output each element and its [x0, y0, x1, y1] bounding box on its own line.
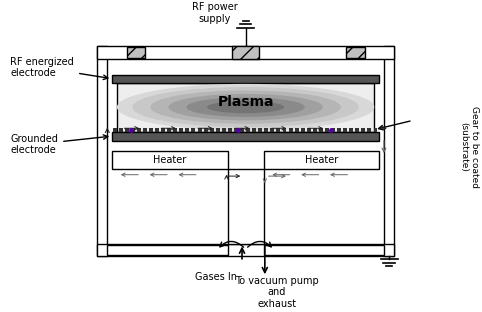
Bar: [343, 128, 347, 132]
Bar: [131, 128, 135, 132]
Bar: [97, 46, 107, 256]
Text: Plasma: Plasma: [217, 95, 274, 109]
Bar: [362, 128, 365, 132]
Bar: [384, 46, 394, 256]
Bar: [125, 128, 129, 132]
Text: Heater: Heater: [305, 155, 338, 165]
Bar: [155, 128, 159, 132]
Bar: [325, 128, 329, 132]
Bar: [228, 168, 264, 244]
Bar: [107, 245, 228, 255]
Bar: [143, 128, 147, 132]
Ellipse shape: [168, 94, 323, 120]
Bar: [264, 151, 379, 168]
Bar: [167, 128, 171, 132]
Bar: [234, 128, 238, 132]
Bar: [97, 244, 394, 256]
Bar: [126, 47, 145, 58]
Bar: [210, 128, 214, 132]
Bar: [282, 128, 286, 132]
Text: Gear to be coated
(substrate): Gear to be coated (substrate): [459, 106, 479, 188]
Bar: [113, 128, 117, 132]
Bar: [349, 128, 353, 132]
Bar: [119, 128, 122, 132]
Bar: [313, 128, 317, 132]
Bar: [264, 245, 384, 255]
Bar: [222, 128, 226, 132]
Bar: [149, 128, 153, 132]
Ellipse shape: [150, 90, 341, 124]
Bar: [277, 128, 281, 132]
Bar: [232, 46, 259, 59]
Text: Gases In: Gases In: [195, 271, 237, 281]
Text: Grounded
electrode: Grounded electrode: [10, 134, 108, 155]
Bar: [112, 132, 379, 141]
Bar: [191, 128, 195, 132]
Bar: [203, 128, 208, 132]
Bar: [179, 128, 183, 132]
Bar: [258, 128, 262, 132]
Text: RF power
supply: RF power supply: [191, 2, 237, 24]
Ellipse shape: [133, 87, 359, 127]
Bar: [246, 128, 250, 132]
Bar: [112, 151, 228, 168]
Bar: [97, 46, 394, 59]
Text: Heater: Heater: [153, 155, 187, 165]
Bar: [270, 128, 274, 132]
Bar: [240, 128, 244, 132]
Bar: [117, 83, 375, 132]
Bar: [337, 128, 341, 132]
Ellipse shape: [187, 97, 305, 117]
Ellipse shape: [207, 101, 284, 113]
Bar: [174, 128, 177, 132]
Bar: [264, 128, 268, 132]
Bar: [198, 128, 201, 132]
Ellipse shape: [117, 84, 375, 130]
Bar: [252, 128, 256, 132]
Bar: [137, 128, 141, 132]
Bar: [319, 128, 323, 132]
Bar: [186, 128, 189, 132]
Text: To vacuum pump
and
exhaust: To vacuum pump and exhaust: [235, 276, 319, 309]
Bar: [228, 128, 232, 132]
Bar: [347, 47, 365, 58]
Bar: [331, 128, 335, 132]
Bar: [112, 75, 379, 83]
Bar: [161, 128, 165, 132]
Bar: [367, 128, 372, 132]
Bar: [289, 128, 293, 132]
Bar: [374, 128, 377, 132]
Bar: [307, 128, 311, 132]
Bar: [216, 128, 220, 132]
Bar: [355, 128, 359, 132]
Bar: [301, 128, 305, 132]
Text: RF energized
electrode: RF energized electrode: [10, 57, 108, 80]
Bar: [295, 128, 299, 132]
